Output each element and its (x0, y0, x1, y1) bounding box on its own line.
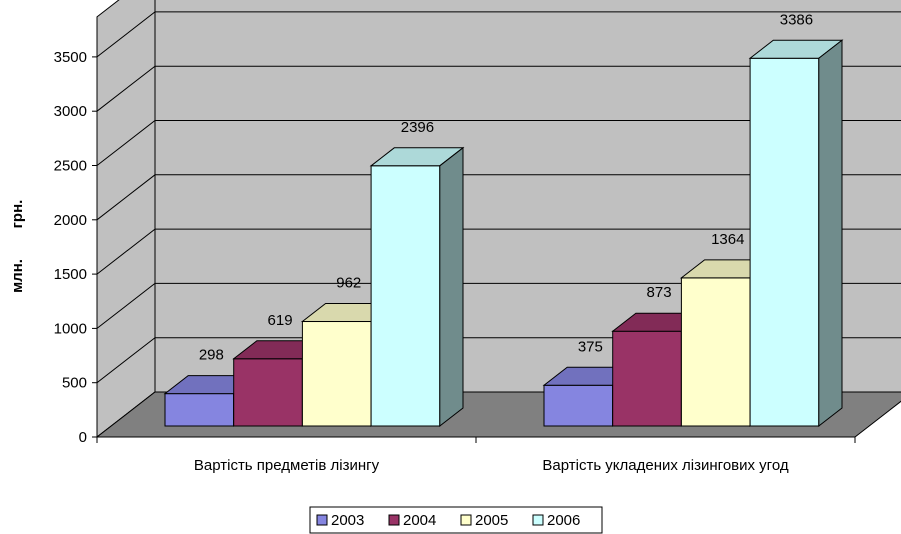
data-label: 1364 (711, 231, 744, 248)
y-tick-label: 2500 (54, 158, 87, 175)
gridline (96, 65, 901, 112)
gridline (96, 11, 901, 58)
bar-front (164, 393, 235, 427)
bar-front (612, 330, 682, 427)
legend-swatch (532, 514, 544, 526)
legend-swatch (388, 514, 400, 526)
y-tick-label: 500 (62, 375, 87, 392)
y-tick-labels: 0 500 1000 1500 2000 2500 3000 3500 (54, 49, 87, 446)
legend-label: 2006 (547, 512, 580, 529)
bar-front (749, 57, 820, 427)
bar-front (370, 165, 441, 427)
bar-side (439, 146, 464, 428)
y-axis-label-top: грн. (9, 200, 26, 229)
y-tick-label: 1000 (54, 320, 87, 337)
legend-box (309, 506, 603, 534)
bar-front (233, 358, 303, 427)
data-label: 873 (647, 284, 672, 301)
category-label: Вартість предметів лізингу (194, 457, 380, 474)
axes (92, 16, 856, 443)
data-label: 298 (199, 347, 224, 364)
data-label: 2396 (401, 119, 434, 136)
bars (163, 39, 844, 428)
data-labels: 298 375 619 873 962 1364 2396 3386 (199, 11, 813, 363)
legend-label: 2005 (475, 512, 508, 529)
gridline (96, 282, 901, 329)
bar-front (680, 277, 751, 427)
data-label: 962 (336, 275, 361, 292)
category-label: Вартість укладених лізингових угод (542, 457, 788, 474)
data-label: 619 (268, 312, 293, 329)
legend-label: 2004 (403, 512, 436, 529)
y-tick-label: 2000 (54, 212, 87, 229)
bar-front (543, 384, 614, 427)
legend-swatch (460, 514, 472, 526)
data-label: 3386 (780, 11, 813, 28)
y-axis-label-bottom: млн. (9, 259, 26, 293)
gridline (96, 120, 901, 166)
gridline (96, 228, 901, 275)
legend-swatch (316, 514, 328, 526)
bar-front (301, 321, 372, 427)
bar-2006-1 (369, 146, 465, 428)
category-labels: Вартість предметів лізингу Вартість уклад… (194, 457, 789, 474)
side-wall (96, 0, 156, 439)
y-tick-label: 0 (79, 429, 87, 446)
legend-label: 2003 (331, 512, 364, 529)
bar-side (818, 39, 843, 428)
y-tick-label: 1500 (54, 266, 87, 283)
bar-2006-2 (748, 39, 844, 428)
y-tick-label: 3500 (54, 49, 87, 66)
data-label: 375 (578, 338, 603, 355)
y-axis-label: грн. млн. (9, 200, 26, 293)
gridline (96, 174, 901, 221)
legend: 2003 2004 2005 2006 (309, 506, 603, 534)
y-tick-label: 3000 (54, 103, 87, 120)
